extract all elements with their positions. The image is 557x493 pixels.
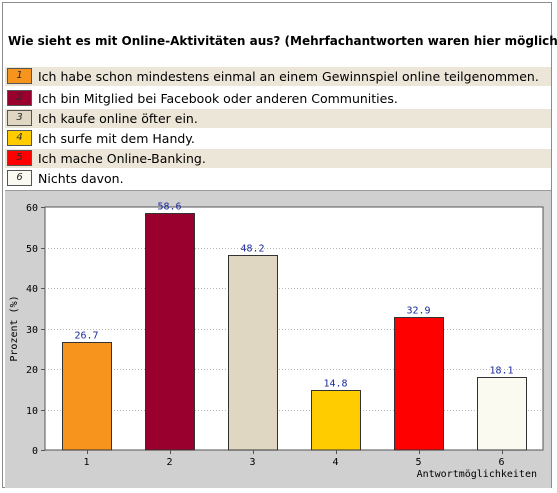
y-tick-label: 30 [26,325,38,336]
chart-panel: 0 10 20 30 40 50 60 26.7 1 58.6 2 48.2 3 14.8 4 32.9 5 18… [5,190,551,488]
legend-swatch: 4 [7,130,32,146]
y-tick-label: 10 [26,406,38,417]
value-label: 48.2 [240,244,264,255]
legend-swatch: 3 [7,110,32,126]
legend-swatch: 5 [7,150,32,166]
x-tick-label: 2 [166,457,172,468]
legend-item-3: 3 Ich kaufe online öfter ein. [5,109,551,128]
bar-chart: 0 10 20 30 40 50 60 26.7 1 58.6 2 48.2 3 14.8 4 32.9 5 18… [9,202,544,480]
legend-item-1: 1 Ich habe schon mindestens einmal an ein… [5,67,551,86]
legend-label: Ich habe schon mindestens einmal an eine… [38,69,539,84]
question-title: Wie sieht es mit Online-Aktivitäten aus?… [8,34,557,48]
bar-1 [62,342,112,451]
y-tick-label: 20 [26,365,38,376]
legend-label: Ich kaufe online öfter ein. [38,111,198,126]
plot-area [44,206,544,451]
legend-item-4: 4 Ich surfe mit dem Handy. [5,129,551,148]
x-tick-label: 1 [83,457,89,468]
bar-4 [311,390,361,451]
legend-label: Nichts davon. [38,171,124,186]
legend-label: Ich surfe mit dem Handy. [38,131,195,146]
y-tick-label: 40 [26,284,38,295]
value-label: 32.9 [406,306,430,317]
legend-item-6: 6 Nichts davon. [5,169,551,188]
y-axis-title: Prozent (%) [9,295,20,361]
x-tick-label: 5 [415,457,421,468]
legend-swatch: 6 [7,170,32,186]
x-tick-label: 6 [498,457,504,468]
bar-6 [477,377,527,451]
legend-label: Ich mache Online-Banking. [38,151,206,166]
legend-swatch: 2 [7,90,32,106]
bar-5 [394,317,444,451]
bar-2 [145,213,195,451]
legend-item-2: 2 Ich bin Mitglied bei Facebook oder ande… [5,89,551,108]
value-label: 14.8 [323,379,347,390]
x-tick-label: 3 [249,457,255,468]
x-axis-title: Antwortmöglichkeiten [417,469,537,480]
y-tick-label: 60 [26,203,38,214]
legend-label: Ich bin Mitglied bei Facebook oder ander… [38,91,398,106]
value-label: 58.6 [157,202,181,213]
legend-item-5: 5 Ich mache Online-Banking. [5,149,551,168]
legend-swatch: 1 [7,68,32,84]
value-label: 18.1 [489,366,513,377]
x-tick-label: 4 [332,457,338,468]
y-tick-label: 0 [32,446,38,457]
y-tick-label: 50 [26,244,38,255]
value-label: 26.7 [74,331,98,342]
bar-3 [228,255,278,451]
